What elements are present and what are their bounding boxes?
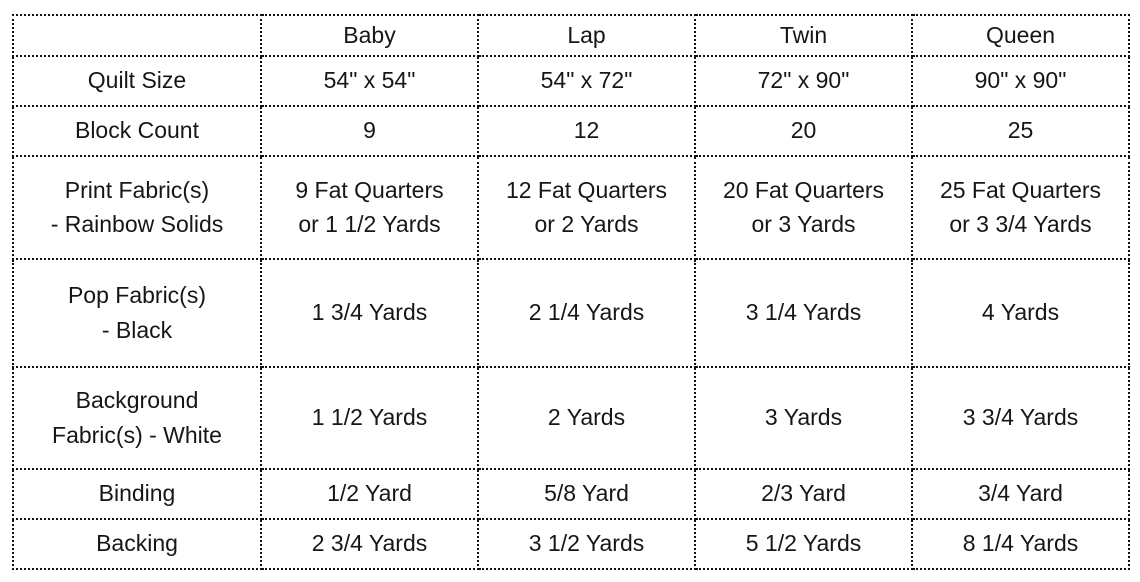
table-cell: 2 Yards [477,365,696,470]
table-cell: 5/8 Yard [477,467,696,520]
corner-cell [12,14,262,57]
table-cell: 5 1/2 Yards [694,517,913,570]
table-cell: 25 Fat Quarters or 3 3/4 Yards [911,154,1130,260]
table-cell: 2/3 Yard [694,467,913,520]
table-row-print-fabric: Print Fabric(s) - Rainbow Solids 9 Fat Q… [12,154,1130,260]
table-cell: 9 Fat Quarters or 1 1/2 Yards [260,154,479,260]
table-cell: 12 Fat Quarters or 2 Yards [477,154,696,260]
table-cell: 1/2 Yard [260,467,479,520]
table-cell: 2 1/4 Yards [477,257,696,368]
column-header-baby: Baby [260,14,479,57]
column-header-lap: Lap [477,14,696,57]
table-row-pop-fabric: Pop Fabric(s) - Black 1 3/4 Yards 2 1/4 … [12,257,1130,368]
table-cell: 3 1/4 Yards [694,257,913,368]
table-cell: 12 [477,104,696,157]
table-cell: 3 1/2 Yards [477,517,696,570]
table-cell: 9 [260,104,479,157]
table-cell: 1 3/4 Yards [260,257,479,368]
table-row-binding: Binding 1/2 Yard 5/8 Yard 2/3 Yard 3/4 Y… [12,467,1130,520]
row-label-block-count: Block Count [12,104,262,157]
table-cell: 20 [694,104,913,157]
row-label-background-fabric: Background Fabric(s) - White [12,365,262,470]
header-row: Baby Lap Twin Queen [12,14,1130,57]
quilt-size-table: Baby Lap Twin Queen Quilt Size 54" x 54"… [12,14,1130,570]
column-header-queen: Queen [911,14,1130,57]
table-cell: 1 1/2 Yards [260,365,479,470]
table-cell: 3 3/4 Yards [911,365,1130,470]
table-cell: 72" x 90" [694,54,913,107]
table-cell: 54" x 54" [260,54,479,107]
row-label-backing: Backing [12,517,262,570]
table-cell: 2 3/4 Yards [260,517,479,570]
table-cell: 90" x 90" [911,54,1130,107]
row-label-binding: Binding [12,467,262,520]
table-cell: 3/4 Yard [911,467,1130,520]
table-cell: 4 Yards [911,257,1130,368]
table-row-block-count: Block Count 9 12 20 25 [12,104,1130,157]
table-cell: 20 Fat Quarters or 3 Yards [694,154,913,260]
table-cell: 3 Yards [694,365,913,470]
row-label-print-fabric: Print Fabric(s) - Rainbow Solids [12,154,262,260]
table-row-backing: Backing 2 3/4 Yards 3 1/2 Yards 5 1/2 Ya… [12,517,1130,570]
row-label-pop-fabric: Pop Fabric(s) - Black [12,257,262,368]
column-header-twin: Twin [694,14,913,57]
table-row-quilt-size: Quilt Size 54" x 54" 54" x 72" 72" x 90"… [12,54,1130,107]
row-label-quilt-size: Quilt Size [12,54,262,107]
table-cell: 25 [911,104,1130,157]
table-cell: 8 1/4 Yards [911,517,1130,570]
table-row-background-fabric: Background Fabric(s) - White 1 1/2 Yards… [12,365,1130,470]
table-cell: 54" x 72" [477,54,696,107]
